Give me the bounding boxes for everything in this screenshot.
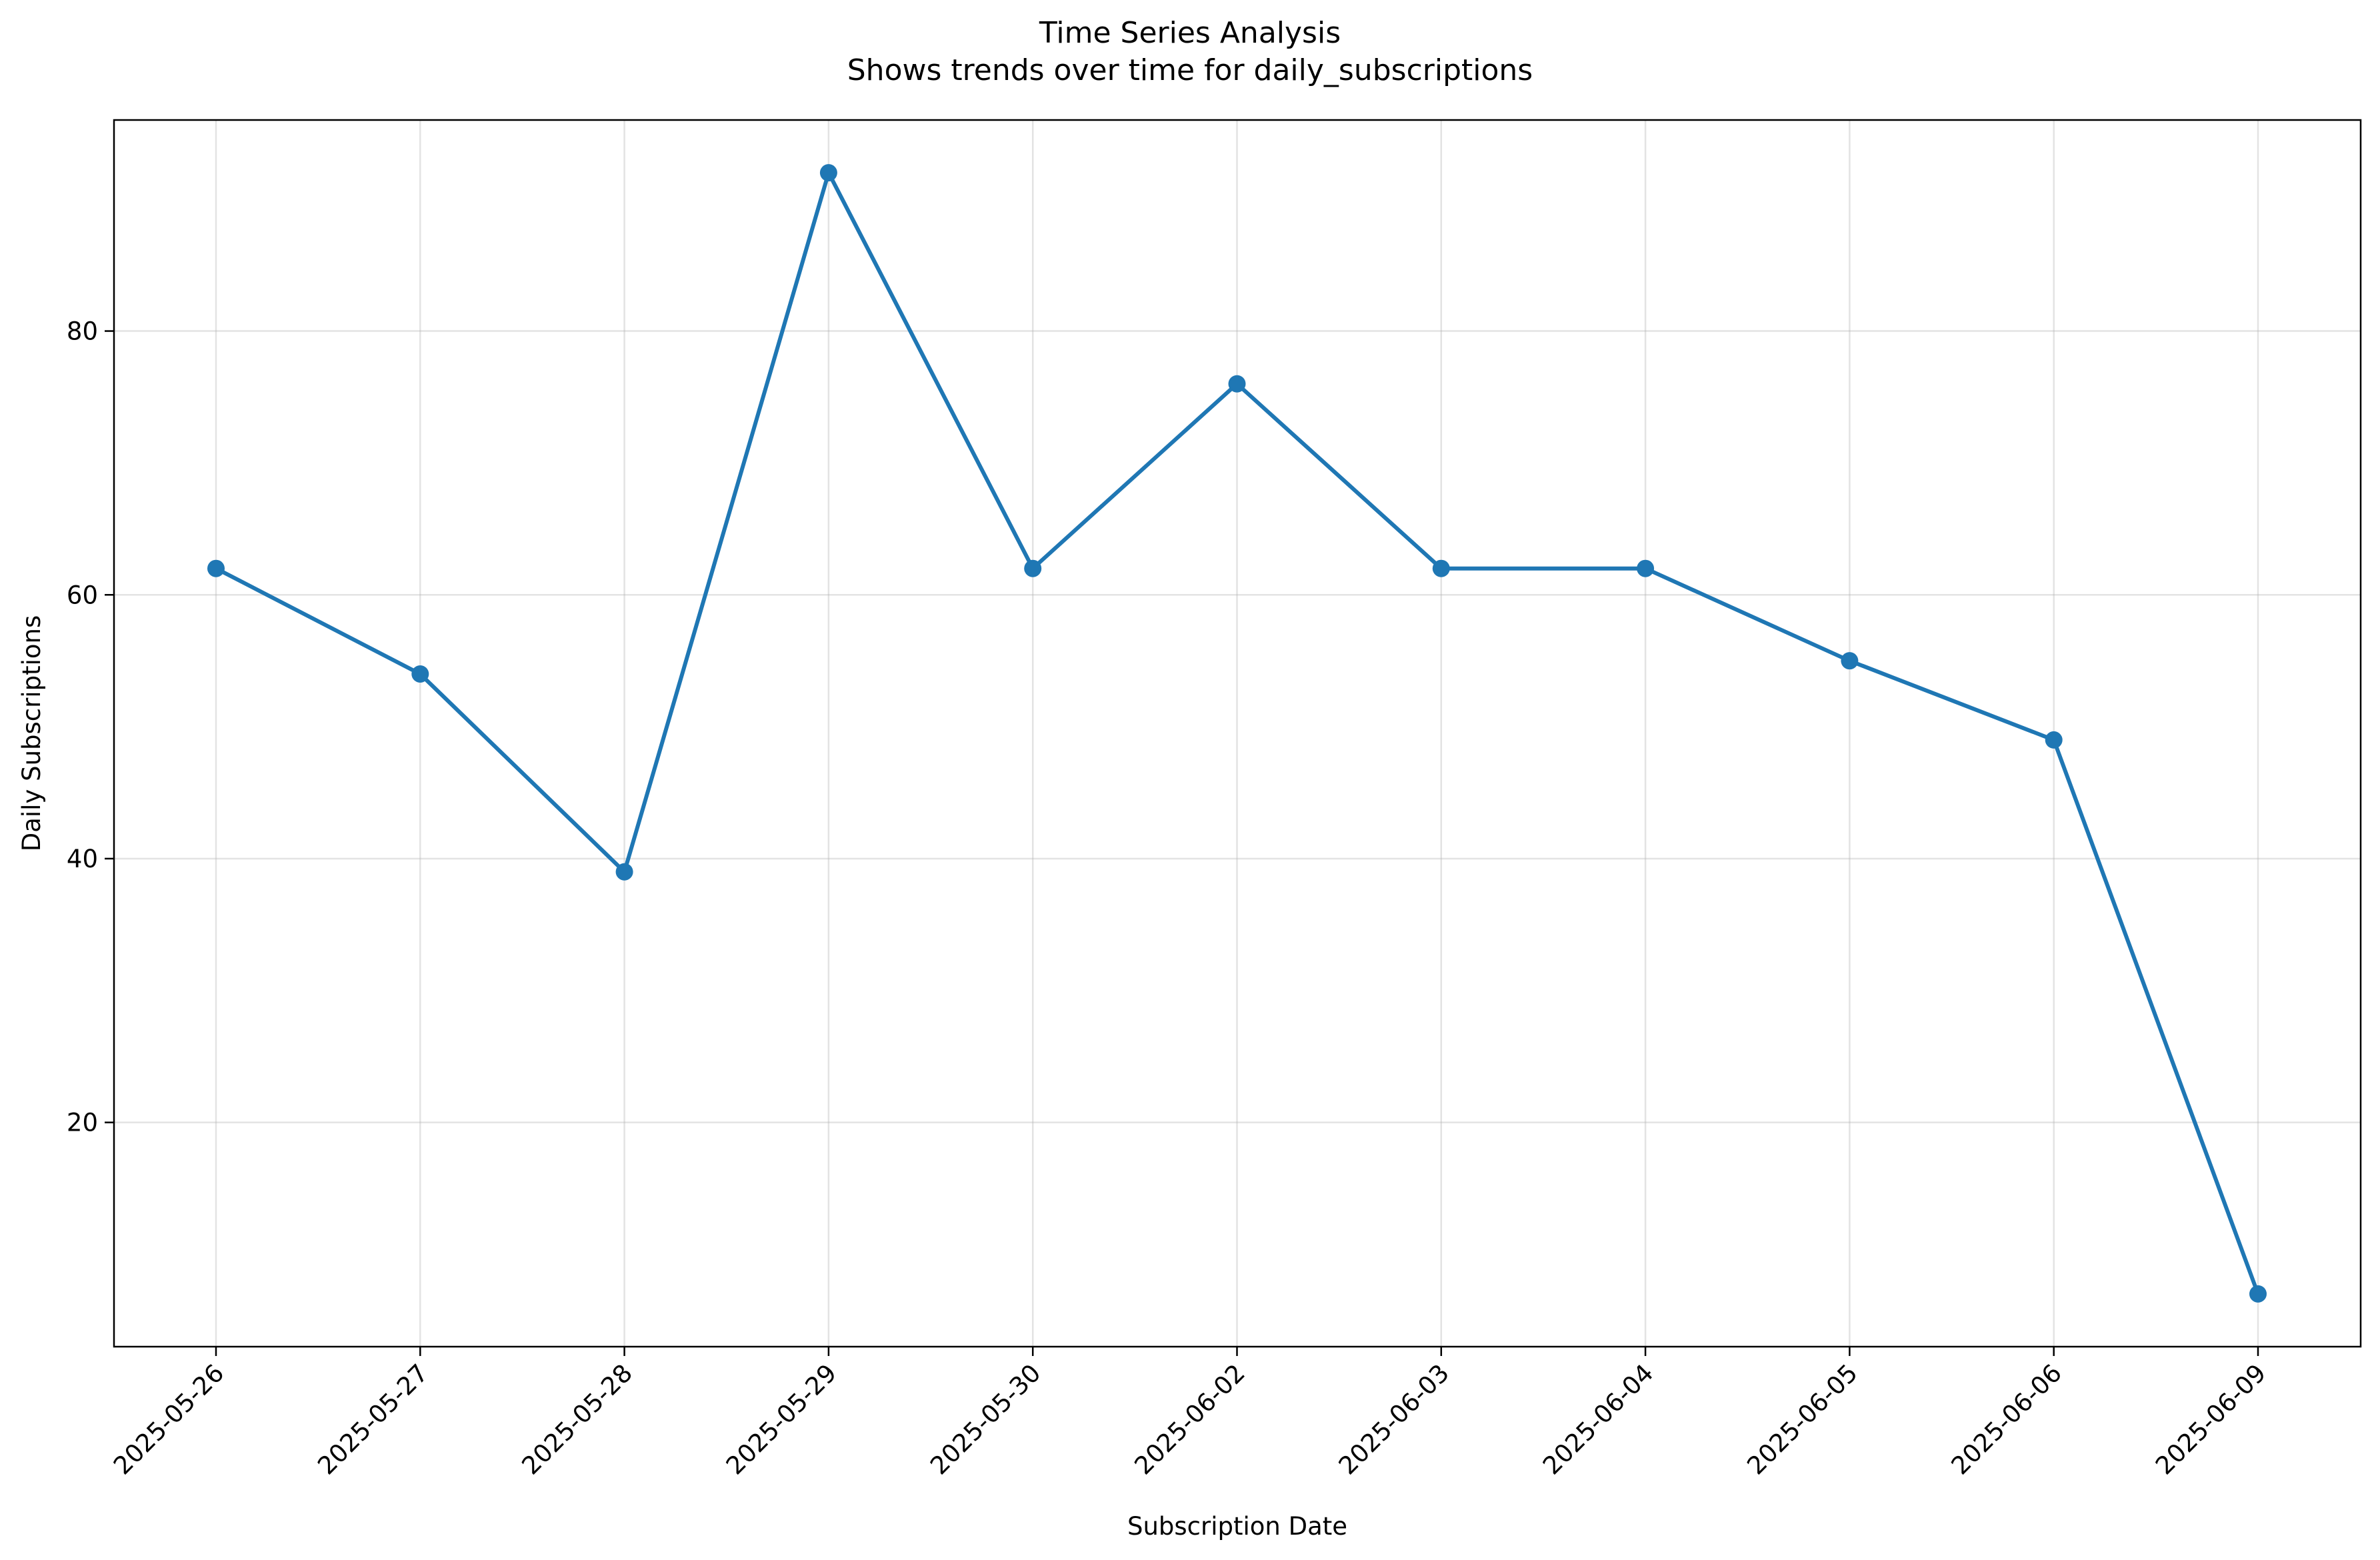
x-tick-label: 2025-05-28 bbox=[517, 1359, 638, 1480]
x-tick-label: 2025-06-09 bbox=[2150, 1359, 2271, 1480]
x-tick-label: 2025-06-05 bbox=[1741, 1359, 1863, 1480]
x-axis-label: Subscription Date bbox=[1127, 1512, 1347, 1541]
x-tick-label: 2025-05-30 bbox=[925, 1359, 1046, 1480]
x-tick-label: 2025-06-04 bbox=[1537, 1359, 1659, 1480]
y-tick-label: 60 bbox=[67, 581, 98, 609]
data-point bbox=[1432, 559, 1450, 577]
data-point bbox=[1228, 375, 1246, 393]
data-point bbox=[207, 559, 225, 577]
data-point bbox=[2249, 1285, 2267, 1303]
chart-titles: Time Series Analysis Shows trends over t… bbox=[847, 16, 1533, 87]
y-axis-label: Daily Subscriptions bbox=[17, 615, 46, 852]
data-point bbox=[2045, 731, 2063, 749]
data-point bbox=[1024, 559, 1042, 577]
y-tick-label: 40 bbox=[67, 845, 98, 873]
x-tick-label: 2025-05-26 bbox=[108, 1359, 229, 1480]
x-tick-label: 2025-06-03 bbox=[1333, 1359, 1455, 1480]
data-point bbox=[1637, 559, 1655, 577]
data-point bbox=[1841, 652, 1859, 670]
grid-layer bbox=[114, 120, 2361, 1347]
x-tick-label: 2025-05-29 bbox=[721, 1359, 842, 1480]
x-tick-label: 2025-05-27 bbox=[312, 1359, 433, 1480]
chart-subtitle: Shows trends over time for daily_subscri… bbox=[847, 53, 1533, 87]
data-point bbox=[819, 164, 837, 182]
y-tick-label: 20 bbox=[67, 1109, 98, 1137]
data-point bbox=[411, 665, 429, 683]
series-layer bbox=[207, 164, 2267, 1303]
tick-layer: 2025-05-26 2025-05-27 2025-05-28 2025-05-29… bbox=[67, 317, 2271, 1481]
x-tick-label: 2025-06-06 bbox=[1946, 1359, 2067, 1480]
plot-area-frame bbox=[113, 119, 2362, 1348]
data-point bbox=[615, 863, 633, 881]
y-tick-label: 80 bbox=[67, 317, 98, 346]
x-tick-label: 2025-06-02 bbox=[1129, 1359, 1250, 1480]
chart-title: Time Series Analysis bbox=[1039, 16, 1341, 50]
